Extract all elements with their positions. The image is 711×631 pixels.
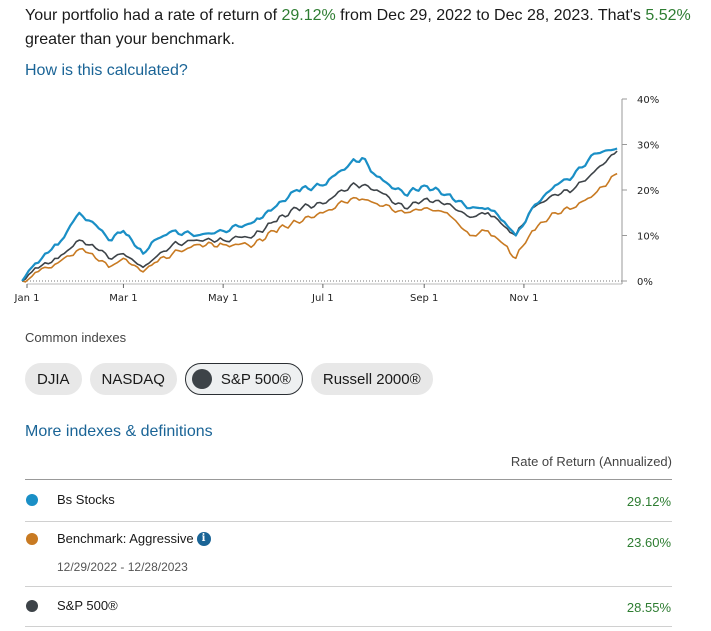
index-chip-group: DJIA NASDAQ S&P 500® Russell 2000® xyxy=(25,363,433,395)
selected-dot-icon xyxy=(191,369,212,389)
chip-djia-label: DJIA xyxy=(37,370,70,388)
chip-sp500-label: S&P 500® xyxy=(220,370,291,388)
x-tick-label: Sep 1 xyxy=(410,293,438,304)
how-calculated-link[interactable]: How is this calculated? xyxy=(25,62,188,79)
chip-nasdaq-label: NASDAQ xyxy=(101,370,165,388)
row-name: Bs Stocks xyxy=(57,492,115,507)
returns-table: Rate of Return (Annualized) Bs Stocks 29… xyxy=(25,452,672,627)
x-tick-label: Jul 1 xyxy=(311,293,334,304)
y-tick-label: 0% xyxy=(637,277,653,288)
x-tick-label: Mar 1 xyxy=(109,293,137,304)
portfolio-dot-icon xyxy=(26,494,38,506)
summary-text-2: from Dec 29, 2022 to Dec 28, 2023. That'… xyxy=(335,7,646,24)
x-tick-label: Jan 1 xyxy=(14,293,40,304)
returns-table-header: Rate of Return (Annualized) xyxy=(25,452,672,480)
chip-russell-label: Russell 2000® xyxy=(322,370,421,388)
table-row-sp500: S&P 500® 28.55% xyxy=(25,587,672,627)
portfolio-return-value: 29.12% xyxy=(281,7,336,24)
row-value: 29.12% xyxy=(626,494,671,509)
chip-djia[interactable]: DJIA xyxy=(25,363,82,395)
info-icon[interactable]: i xyxy=(196,531,211,546)
chip-sp500[interactable]: S&P 500® xyxy=(184,363,303,395)
x-tick-label: May 1 xyxy=(208,293,238,304)
return-difference-value: 5.52% xyxy=(645,7,691,24)
row-value: 28.55% xyxy=(626,600,671,615)
series-line-0 xyxy=(21,147,618,282)
y-tick-label: 40% xyxy=(637,95,659,106)
summary-text-3: greater than your benchmark. xyxy=(25,31,235,48)
row-name: S&P 500® xyxy=(57,598,118,613)
performance-chart-svg: 40% 30% 20% 10% 0% Jan 1 Mar 1 May 1 Jul 1 Sep 1 N… xyxy=(14,95,660,304)
return-summary: Your portfolio had a rate of return of 2… xyxy=(25,4,695,52)
more-indexes-link[interactable]: More indexes & definitions xyxy=(25,423,213,440)
x-tick-label: Nov 1 xyxy=(509,293,538,304)
table-row-benchmark: Benchmark: Aggressive i 23.60% 12/29/202… xyxy=(25,522,672,587)
common-indexes-label: Common indexes xyxy=(25,330,127,345)
chip-nasdaq[interactable]: NASDAQ xyxy=(89,363,177,395)
y-tick-label: 10% xyxy=(637,232,659,243)
chip-russell-2000[interactable]: Russell 2000® xyxy=(310,363,433,395)
performance-chart: 40% 30% 20% 10% 0% Jan 1 Mar 1 May 1 Jul 1 Sep 1 N… xyxy=(0,88,711,310)
row-name-with-info: Benchmark: Aggressive i xyxy=(57,531,211,546)
benchmark-dot-icon xyxy=(26,533,38,545)
row-name: Benchmark: Aggressive xyxy=(57,531,194,546)
sp500-dot-icon xyxy=(26,600,38,612)
row-value: 23.60% xyxy=(626,535,671,550)
y-tick-label: 30% xyxy=(637,141,659,152)
y-tick-label: 20% xyxy=(637,186,659,197)
summary-text-1: Your portfolio had a rate of return of xyxy=(25,7,282,24)
table-row-portfolio: Bs Stocks 29.12% xyxy=(25,480,672,522)
series-line-2 xyxy=(21,172,618,283)
benchmark-date-range: 12/29/2022 - 12/28/2023 xyxy=(57,560,188,574)
